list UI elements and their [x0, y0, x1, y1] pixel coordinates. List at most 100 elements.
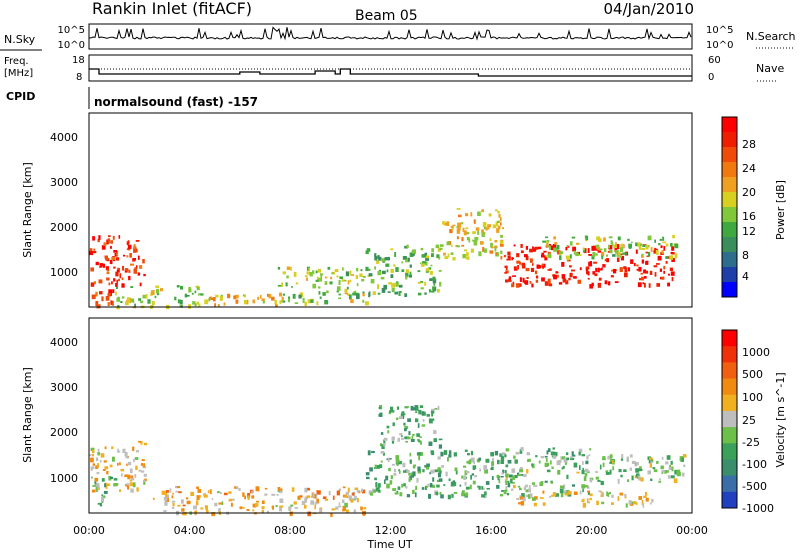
- power-cbar-tick-8: 8: [742, 249, 749, 262]
- power-cell: [134, 267, 138, 270]
- velocity-cell: [454, 467, 458, 472]
- velocity-cell: [133, 458, 135, 463]
- power-cell: [252, 299, 256, 304]
- power-cell: [124, 268, 129, 271]
- power-cell: [470, 212, 473, 217]
- power-cell: [662, 236, 665, 241]
- power-cell: [420, 247, 424, 251]
- velocity-cell: [405, 486, 408, 489]
- power-cell: [545, 255, 549, 258]
- power-cell: [585, 268, 589, 272]
- power-cell: [640, 272, 643, 275]
- power-cell: [645, 270, 649, 274]
- power-cell: [647, 235, 652, 241]
- power-cell: [489, 250, 494, 254]
- velocity-cell: [576, 471, 580, 474]
- velocity-cell: [261, 509, 264, 514]
- velocity-cell: [583, 476, 587, 482]
- power-cell: [596, 236, 601, 241]
- velocity-colorbar-swatch: [722, 394, 737, 412]
- velocity-cell: [461, 492, 465, 497]
- power-cell: [99, 291, 103, 295]
- velocity-cell: [499, 453, 503, 457]
- power-cell: [129, 253, 132, 258]
- power-cell: [388, 282, 393, 285]
- power-cell: [566, 245, 570, 248]
- velocity-cell: [371, 450, 375, 454]
- power-cell: [147, 299, 151, 304]
- velocity-cell: [602, 456, 606, 460]
- velocity-cell: [416, 477, 419, 483]
- velocity-cell: [542, 502, 546, 506]
- velocity-cell: [280, 488, 283, 491]
- power-cell: [468, 238, 471, 243]
- power-cell: [570, 241, 573, 246]
- velocity-cell: [586, 498, 589, 503]
- velocity-cell: [461, 490, 465, 494]
- power-cell: [259, 294, 262, 299]
- velocity-cell: [143, 463, 145, 468]
- velocity-cell: [448, 478, 451, 482]
- velocity-cell: [609, 461, 612, 464]
- power-cell: [569, 272, 573, 278]
- velocity-cell: [164, 501, 168, 506]
- power-cell: [513, 266, 517, 270]
- power-cell: [108, 289, 113, 294]
- power-cell: [406, 244, 409, 248]
- velocity-cell: [369, 467, 373, 472]
- power-cell: [498, 214, 501, 218]
- velocity-cell: [409, 459, 412, 464]
- power-cell: [95, 291, 98, 297]
- velocity-cell: [374, 477, 377, 481]
- velocity-cell: [452, 480, 456, 484]
- power-colorbar-swatch: [722, 237, 737, 253]
- velocity-cell: [109, 464, 113, 468]
- velocity-cell: [617, 478, 620, 484]
- power-cell: [450, 225, 454, 228]
- velocity-cell: [342, 486, 346, 489]
- power-cell: [417, 292, 422, 296]
- power-cell: [393, 264, 396, 267]
- xlabel: Time UT: [366, 538, 412, 551]
- velocity-cell: [428, 493, 431, 499]
- power-cell: [383, 284, 387, 290]
- power-cell: [461, 245, 465, 247]
- velocity-cell: [438, 438, 443, 441]
- velocity-cell: [423, 412, 426, 416]
- power-cell: [547, 269, 552, 271]
- power-cell: [188, 288, 192, 293]
- power-cell: [285, 282, 288, 287]
- power-cell: [103, 242, 107, 246]
- power-cell: [587, 248, 590, 253]
- power-cell: [665, 256, 669, 259]
- velocity-cell: [294, 507, 299, 509]
- power-cell: [390, 274, 394, 278]
- velocity-colorbar-swatch: [722, 410, 737, 428]
- velocity-cell: [436, 484, 440, 488]
- velocity-cell: [600, 491, 603, 494]
- velocity-cell: [247, 493, 251, 498]
- velocity-cell: [472, 465, 477, 469]
- power-cell: [116, 279, 119, 284]
- power-cell: [308, 267, 311, 272]
- power-cell: [463, 230, 467, 236]
- power-cell: [242, 294, 245, 297]
- power-cell: [422, 261, 426, 264]
- power-cell: [663, 265, 666, 270]
- power-cell: [306, 271, 310, 275]
- power-cell: [277, 267, 281, 270]
- power-cell: [377, 284, 380, 290]
- power-cell: [317, 268, 322, 273]
- power-cell: [194, 290, 197, 294]
- velocity-cell: [344, 502, 348, 508]
- velocity-cell: [177, 504, 181, 507]
- velocity-cell: [431, 484, 435, 487]
- power-ytick-3000: 3000: [50, 176, 78, 189]
- velocity-cell: [683, 464, 686, 467]
- velocity-cell: [261, 500, 265, 504]
- velocity-cell: [512, 475, 516, 480]
- power-cell: [315, 279, 319, 282]
- power-cell: [547, 278, 551, 284]
- power-cell: [409, 271, 412, 276]
- velocity-cell: [342, 509, 345, 512]
